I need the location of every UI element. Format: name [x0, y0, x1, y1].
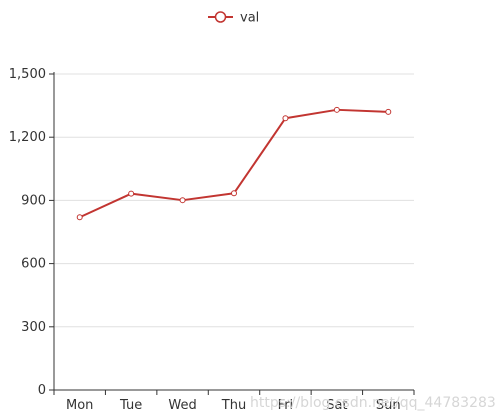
x-tick-label: Thu — [221, 398, 246, 413]
legend[interactable]: val — [208, 11, 259, 26]
data-point — [282, 115, 289, 122]
data-point — [128, 190, 135, 197]
x-tick-label: Wed — [168, 398, 196, 413]
x-axis-labels: Mon Tue Wed Thu Fri Sat Sun — [66, 398, 401, 413]
legend-label[interactable]: val — [240, 11, 259, 26]
x-tick-label: Mon — [66, 398, 93, 413]
y-axis-labels: 0 300 600 900 1,200 1,500 — [9, 67, 46, 398]
watermark-text: https://blog.csdn.net/qq_44783283 — [250, 395, 496, 411]
series-line-val — [79, 108, 389, 219]
y-tick-label: 600 — [21, 257, 46, 272]
y-tick-label: 1,500 — [9, 67, 46, 82]
x-axis-ticks — [49, 73, 415, 395]
series-group — [76, 106, 392, 221]
legend-marker-icon — [214, 11, 227, 23]
data-point — [385, 108, 392, 115]
data-point — [333, 106, 340, 113]
grid-lines — [54, 73, 414, 328]
y-tick-label: 0 — [38, 383, 46, 398]
y-tick-label: 900 — [21, 193, 46, 208]
data-point — [231, 190, 237, 197]
data-point — [76, 214, 83, 221]
x-tick-label: Fri — [278, 398, 294, 413]
x-tick-label: Sun — [376, 398, 401, 413]
x-tick-label: Tue — [119, 398, 142, 413]
x-tick-label: Sat — [326, 398, 347, 413]
axes — [53, 72, 414, 391]
y-tick-label: 300 — [21, 320, 46, 335]
y-tick-label: 1,200 — [9, 130, 46, 145]
data-point — [179, 197, 186, 204]
